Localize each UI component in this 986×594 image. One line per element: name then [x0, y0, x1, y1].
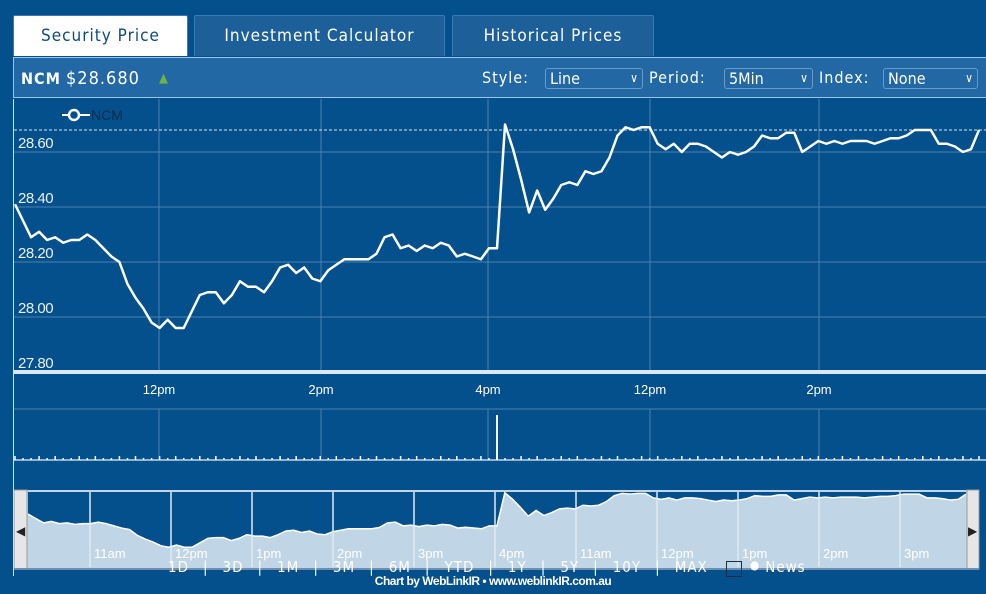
arrow-right-icon: ▶: [968, 524, 978, 538]
navigator-tick-label: 12pm: [661, 546, 694, 561]
navigator-tick-label: 2pm: [823, 546, 848, 561]
chart-svg[interactable]: 28.60 28.40 28.20 28.00 27.80 NCM 12pm 2pm 4pm 12…: [13, 99, 986, 576]
period-label: Period:: [649, 68, 706, 87]
range-3d[interactable]: 3D: [222, 558, 244, 576]
range-5y[interactable]: 5Y: [560, 558, 580, 576]
navigator-tick-label: 11am: [580, 546, 612, 561]
y-tick-label: 28.60: [18, 135, 53, 152]
range-1m[interactable]: 1M: [277, 558, 300, 576]
range-ytd[interactable]: YTD: [444, 558, 475, 576]
navigator-tick-label: 1pm: [742, 546, 767, 561]
style-label: Style:: [482, 68, 530, 87]
y-tick-label: 28.00: [18, 300, 53, 317]
range-separator: |: [655, 558, 661, 576]
price-line: [13, 123, 981, 330]
index-label: Index:: [819, 68, 870, 87]
navigator-tick-label: 3pm: [418, 546, 443, 561]
period-value: 5Min: [729, 69, 764, 88]
tab-historical-prices[interactable]: Historical Prices: [452, 15, 654, 56]
x-tick-label: 12pm: [143, 382, 176, 397]
range-1d[interactable]: 1D: [168, 558, 189, 576]
legend-marker-icon: [67, 108, 81, 122]
navigator-tick-label: 12pm: [175, 546, 208, 561]
index-select[interactable]: None ∨: [883, 68, 978, 89]
range-3m[interactable]: 3M: [332, 558, 356, 576]
arrow-left-icon: ◀: [16, 524, 26, 538]
style-value: Line: [550, 69, 580, 88]
index-value: None: [888, 69, 926, 88]
y-tick-label: 28.20: [18, 245, 53, 262]
navigator-tick-label: 3pm: [904, 546, 929, 561]
range-separator: |: [593, 558, 599, 576]
x-tick-label: 2pm: [806, 382, 831, 397]
news-checkbox[interactable]: [725, 561, 742, 577]
range-10y[interactable]: 10Y: [612, 558, 642, 576]
range-1y[interactable]: 1Y: [507, 558, 527, 576]
navigator-line: [27, 491, 967, 548]
chevron-down-icon: ∨: [800, 71, 808, 85]
range-separator: |: [424, 558, 431, 576]
up-arrow-icon: ▲: [159, 71, 168, 86]
range-selector: 1D | 3D | 1M | 3M | 6M | YTD | 1Y | 5Y | 10Y | MAX ● News: [154, 558, 806, 577]
x-tick-label: 4pm: [475, 382, 500, 397]
last-price: $28.680: [66, 68, 140, 89]
chevron-down-icon: ∨: [630, 71, 638, 85]
navigator-upper-area: [28, 492, 966, 548]
legend-label: NCM: [91, 107, 123, 123]
style-select[interactable]: Line ∨: [545, 68, 643, 89]
period-select[interactable]: 5Min ∨: [724, 68, 813, 89]
range-separator: |: [488, 558, 494, 576]
y-tick-label: 27.80: [18, 355, 53, 372]
range-separator: |: [369, 558, 375, 576]
range-separator: |: [202, 558, 209, 576]
navigator-tick-label: 2pm: [337, 546, 362, 561]
navigator-tick-label: 11am: [94, 546, 126, 561]
news-label: News: [765, 558, 806, 576]
range-separator: |: [313, 558, 319, 576]
chevron-down-icon: ∨: [965, 71, 973, 85]
price-chart[interactable]: 28.60 28.40 28.20 28.00 27.80 NCM 12pm 2pm 4pm 12…: [13, 99, 986, 577]
range-separator: |: [540, 558, 547, 576]
navigator-tick-label: 4pm: [499, 546, 524, 561]
news-dot-icon: ●: [749, 558, 761, 572]
tab-investment-calculator[interactable]: Investment Calculator: [194, 15, 445, 56]
range-separator: |: [257, 558, 264, 576]
chart-credit: Chart by WebLinkIR • www.weblinkIR.com.a…: [374, 574, 612, 588]
tab-security-price[interactable]: Security Price: [13, 15, 188, 56]
y-tick-label: 28.40: [18, 190, 53, 207]
x-tick-label: 12pm: [634, 382, 667, 397]
range-6m[interactable]: 6M: [388, 558, 411, 576]
range-max[interactable]: MAX: [674, 558, 708, 576]
navigator-tick-label: 1pm: [256, 546, 281, 561]
chart-toolbar: NCM $28.680 ▲ Style: Line ∨ Period: 5Min ∨…: [13, 57, 986, 98]
x-tick-label: 2pm: [308, 382, 333, 397]
symbol: NCM: [21, 69, 61, 88]
